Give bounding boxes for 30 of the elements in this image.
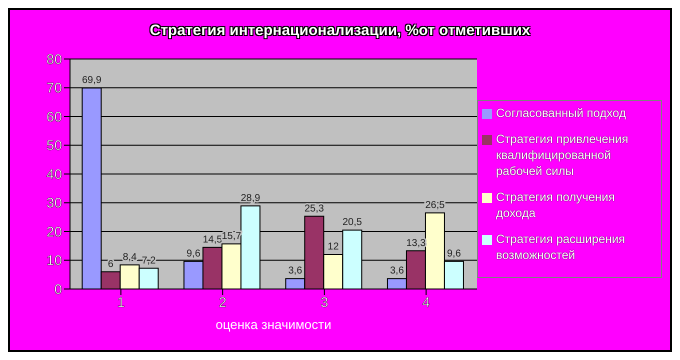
- data-label: 6: [108, 258, 114, 270]
- y-tick-label: 30: [46, 194, 62, 211]
- y-tick-label: 40: [46, 166, 62, 182]
- data-label: 14,5: [202, 234, 223, 246]
- x-axis-title: оценка значимости: [216, 317, 332, 332]
- data-label: 20,5: [342, 217, 362, 228]
- legend-label: Согласованный подход: [496, 105, 627, 121]
- legend-label: Стратегия получения дохода: [496, 189, 616, 221]
- x-tick-label: 3: [320, 294, 328, 310]
- data-label: 3,6: [390, 266, 404, 277]
- y-tick-label: 50: [46, 137, 62, 154]
- chart-title: Стратегия интернационализации, %от отметивших: [148, 22, 532, 39]
- data-label: 69,9: [82, 75, 102, 86]
- y-tick-label: 70: [46, 80, 62, 96]
- x-tick-label: 1: [116, 294, 125, 310]
- y-tick-label: 0: [54, 280, 62, 297]
- data-label: 9,6: [447, 248, 462, 260]
- data-label: 9,6: [186, 248, 201, 260]
- legend-label: Стратегия расширения возможностей: [496, 231, 626, 263]
- x-tick-label: 4: [422, 294, 430, 310]
- data-label: 3,6: [288, 266, 303, 277]
- data-label: 28,9: [240, 192, 261, 204]
- data-label: 25,3: [304, 203, 324, 214]
- y-tick-label: 60: [46, 108, 62, 124]
- y-tick-label: 10: [46, 252, 62, 268]
- legend-label: Стратегия привлечения квалифицированной рабочей силы: [496, 131, 630, 179]
- y-tick-label: 20: [46, 223, 62, 240]
- x-tick-label: 2: [218, 294, 227, 310]
- y-tick-label: 80: [46, 50, 62, 67]
- data-label: 12: [328, 242, 340, 252]
